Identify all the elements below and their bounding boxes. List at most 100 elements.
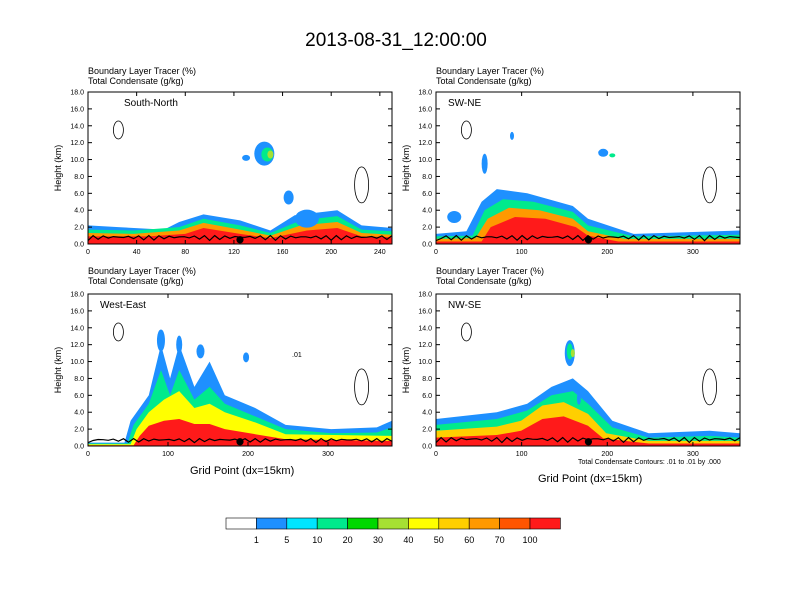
heading-condensate: Total Condensate (g/kg) <box>88 276 184 286</box>
colorbar-label: 10 <box>312 535 322 545</box>
tracer-blob <box>510 131 514 140</box>
y-tick-label: 6.0 <box>74 191 84 198</box>
y-tick-label: 4.0 <box>74 410 84 417</box>
colorbar-swatch <box>347 517 379 530</box>
plot-frame <box>87 91 393 245</box>
tracer-blob <box>243 352 250 363</box>
colorbar-swatch <box>377 517 409 530</box>
x-tick-label: 100 <box>162 451 174 458</box>
condensate-contour <box>460 322 472 342</box>
y-tick-label: 0.0 <box>74 444 84 451</box>
colorbar-label: 40 <box>403 535 413 545</box>
y-tick-label: 4.0 <box>422 208 432 215</box>
panel-heading-south-north: Boundary Layer Tracer (%) Total Condensa… <box>88 66 196 86</box>
panel-name: West-East <box>100 300 146 311</box>
x-axis-label-west-east: Grid Point (dx=15km) <box>190 465 295 477</box>
y-tick-label: 6.0 <box>422 393 432 400</box>
tracer-blob <box>294 209 319 228</box>
location-marker <box>236 236 244 244</box>
y-tick-label: 10.0 <box>70 157 84 164</box>
condensate-contour <box>702 368 717 406</box>
tracer-blob <box>176 335 183 354</box>
x-tick-label: 300 <box>687 249 699 256</box>
y-tick-label: 0.0 <box>422 242 432 249</box>
panel-south-north: 0.0 2.0 4.0 6.0 8.0 10.0 12.0 14.0 16.0 18.0 0 40 80… <box>53 90 393 256</box>
panel-heading-nw-se: Boundary Layer Tracer (%) Total Condensa… <box>436 266 544 286</box>
tracer-field <box>436 120 740 244</box>
y-tick-label: 10.0 <box>70 359 84 366</box>
y-tick-label: 14.0 <box>70 325 84 332</box>
y-tick-label: 18.0 <box>418 292 432 299</box>
plot-frame <box>87 293 393 447</box>
colorbar-swatch <box>225 517 257 530</box>
tracer-field <box>88 322 392 446</box>
tracer-band <box>436 217 740 244</box>
y-tick-label: 8.0 <box>74 376 84 383</box>
tracer-field <box>436 322 740 446</box>
y-tick-label: 12.0 <box>70 140 84 147</box>
contour-note: Total Condensate Contours: .01 to .01 by… <box>578 459 721 466</box>
terrain-line <box>436 234 740 242</box>
y-tick-label: 2.0 <box>422 427 432 434</box>
y-tick-label: 4.0 <box>74 208 84 215</box>
y-tick-label: 8.0 <box>422 174 432 181</box>
tracer-band <box>436 416 740 446</box>
x-tick-label: 200 <box>601 249 613 256</box>
x-axis-label-nw-se: Grid Point (dx=15km) <box>538 473 643 485</box>
heading-tracer: Boundary Layer Tracer (%) <box>436 66 545 76</box>
panel-sw-ne: 0.0 2.0 4.0 6.0 8.0 10.0 12.0 14.0 16.0 18.0 0 100 2… <box>401 90 741 256</box>
y-tick-label: 18.0 <box>418 90 432 97</box>
colorbar-swatch <box>286 517 318 530</box>
colorbar-label: 1 <box>254 535 259 545</box>
y-tick-label: 16.0 <box>418 308 432 315</box>
y-tick-label: 16.0 <box>418 106 432 113</box>
y-tick-label: 14.0 <box>418 123 432 130</box>
plot-frame <box>435 293 741 447</box>
contour-value-label: .01 <box>292 352 302 359</box>
colorbar-label: 50 <box>434 535 444 545</box>
colorbar-swatch <box>408 517 440 530</box>
tracer-blob <box>242 154 251 161</box>
heading-condensate: Total Condensate (g/kg) <box>436 76 532 86</box>
condensate-contour <box>354 166 370 204</box>
y-tick-label: 10.0 <box>418 157 432 164</box>
y-tick-label: 2.0 <box>74 427 84 434</box>
tracer-blob <box>267 150 274 159</box>
colorbar: 1 5 10 20 30 40 50 60 70 100 <box>225 517 561 545</box>
panel-west-east: 0.0 2.0 4.0 6.0 8.0 10.0 12.0 14.0 16.0 18.0 0 100 2… <box>53 292 393 458</box>
tracer-blob <box>570 349 575 358</box>
x-tick-label: 300 <box>687 451 699 458</box>
colorbar-label: 60 <box>464 535 474 545</box>
y-tick-label: 6.0 <box>422 191 432 198</box>
panel-name: South-North <box>124 98 178 109</box>
y-tick-label: 12.0 <box>70 342 84 349</box>
y-tick-label: 16.0 <box>70 106 84 113</box>
tracer-blob <box>283 190 294 205</box>
heading-tracer: Boundary Layer Tracer (%) <box>88 66 197 76</box>
x-tick-label: 100 <box>516 451 528 458</box>
tracer-blob <box>609 153 616 158</box>
x-tick-label: 200 <box>325 249 337 256</box>
y-axis-label: Height (km) <box>401 347 411 394</box>
tracer-band <box>88 228 392 244</box>
condensate-contour <box>702 166 717 204</box>
colorbar-swatch <box>316 517 348 530</box>
heading-condensate: Total Condensate (g/kg) <box>436 276 532 286</box>
tracer-field <box>88 120 392 244</box>
colorbar-label: 5 <box>284 535 289 545</box>
x-tick-label: 240 <box>374 249 386 256</box>
y-tick-label: 18.0 <box>70 292 84 299</box>
panel-heading-sw-ne: Boundary Layer Tracer (%) Total Condensa… <box>436 66 544 86</box>
colorbar-label: 20 <box>343 535 353 545</box>
x-tick-label: 120 <box>228 249 240 256</box>
condensate-contour <box>113 120 124 140</box>
plot-frame <box>435 91 741 245</box>
colorbar-swatch <box>499 517 531 530</box>
x-tick-label: 0 <box>86 451 90 458</box>
tracer-blob <box>196 344 205 359</box>
y-tick-label: 12.0 <box>418 342 432 349</box>
x-tick-label: 300 <box>322 451 334 458</box>
x-tick-label: 200 <box>242 451 254 458</box>
tracer-blob <box>481 153 488 174</box>
